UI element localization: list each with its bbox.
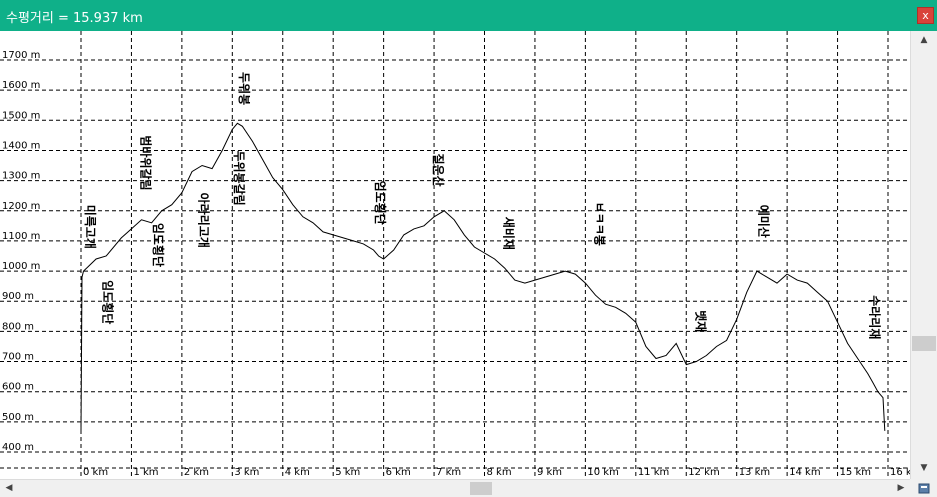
scroll-down-icon[interactable]: ▼ — [920, 463, 928, 473]
x-tick-label: 1 km — [133, 467, 158, 478]
x-tick-label: 11 km — [638, 467, 669, 478]
x-tick-label: 2 km — [184, 467, 209, 478]
x-tick-label: 10 km — [587, 467, 618, 478]
x-tick-label: 12 km — [688, 467, 719, 478]
scroll-up-icon[interactable]: ▲ — [920, 35, 928, 45]
waypoint-label: 뱃재 — [693, 310, 708, 332]
waypoint-label: 임도횡단 — [373, 181, 388, 225]
y-tick-label: 500 m — [2, 412, 34, 423]
horizontal-scrollbar[interactable]: ◀ ▶ — [0, 479, 910, 497]
y-tick-label: 800 m — [2, 321, 34, 332]
x-tick-label: 13 km — [739, 467, 770, 478]
waypoint-label: 새비재 — [502, 217, 517, 250]
y-tick-label: 1500 m — [2, 110, 40, 121]
x-tick-label: 3 km — [234, 467, 259, 478]
chart-svg: 1700 m 1600 m 1500 m 1400 m 1300 m 1200 m 1100… — [0, 31, 921, 478]
x-tick-label: 8 km — [487, 467, 512, 478]
vertical-scroll-thumb[interactable] — [912, 336, 936, 351]
y-tick-label: 1100 m — [2, 231, 40, 242]
waypoint-label: 예미산 — [756, 205, 771, 238]
x-tick-label: 5 km — [335, 467, 360, 478]
waypoint-label: 임도횡단 — [151, 223, 166, 267]
x-tick-label: 9 km — [537, 467, 562, 478]
waypoint-label: 두위봉갈림 — [232, 150, 246, 205]
waypoint-label: 임도횡단 — [101, 280, 116, 324]
y-tick-label: 1700 m — [2, 50, 40, 61]
waypoint-label: 범바위갈림 — [139, 135, 154, 190]
x-tick-label: 7 km — [436, 467, 461, 478]
y-tick-label: 400 m — [2, 442, 34, 453]
waypoint-label: 아라리고개 — [197, 193, 212, 248]
vertical-scrollbar[interactable]: ▲ ▼ — [910, 31, 937, 479]
x-tick-label: 15 km — [840, 467, 871, 478]
waypoint-label: 수라리재 — [867, 295, 882, 339]
close-button[interactable]: x — [917, 7, 934, 24]
waypoint-label: 두위봉 — [237, 72, 251, 105]
x-tick-label: 14 km — [789, 467, 820, 478]
waypoint-label: 미륵고개 — [83, 205, 98, 249]
elevation-profile-chart: 1700 m 1600 m 1500 m 1400 m 1300 m 1200 m 1100… — [0, 31, 921, 479]
y-tick-label: 900 m — [2, 291, 34, 302]
window-title: 수평거리 = 15.937 km — [6, 11, 143, 26]
y-tick-label: 1200 m — [2, 201, 40, 212]
waypoint-label: ㅂㅋㅋ봉 — [592, 202, 606, 246]
y-tick-label: 600 m — [2, 382, 34, 393]
y-tick-label: 1400 m — [2, 140, 40, 151]
elevation-profile-line — [80, 122, 886, 431]
scroll-left-icon[interactable]: ◀ — [5, 483, 13, 493]
x-tick-label: 4 km — [285, 467, 310, 478]
waypoint-label: 질운산 — [431, 153, 446, 186]
y-tick-label: 1000 m — [2, 261, 40, 272]
scroll-right-icon[interactable]: ▶ — [897, 483, 905, 493]
title-bar: 수평거리 = 15.937 km x — [0, 0, 937, 31]
x-tick-label: 0 km — [83, 467, 108, 478]
scrollbar-corner — [910, 479, 937, 497]
x-tick-label: 16 km — [890, 467, 910, 478]
y-tick-label: 700 m — [2, 352, 34, 363]
x-tick-label: 6 km — [386, 467, 411, 478]
size-grip-icon[interactable] — [918, 482, 930, 494]
y-tick-label: 1300 m — [2, 171, 40, 182]
y-tick-label: 1600 m — [2, 80, 40, 91]
horizontal-scroll-thumb[interactable] — [470, 482, 492, 495]
